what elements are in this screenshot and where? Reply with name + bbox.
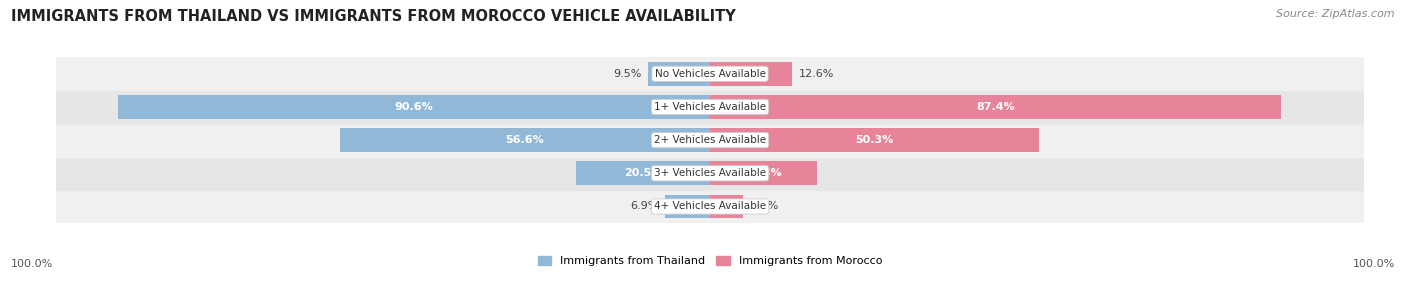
Text: 20.5%: 20.5% [624,168,662,178]
Text: 5.1%: 5.1% [749,202,778,211]
Bar [56,157,1364,190]
Bar [56,190,1364,223]
Text: No Vehicles Available: No Vehicles Available [655,69,765,79]
Text: 100.0%: 100.0% [11,259,53,269]
Bar [710,161,817,185]
Text: 6.9%: 6.9% [630,202,658,211]
Text: 56.6%: 56.6% [506,135,544,145]
Bar [710,62,793,86]
Text: 12.6%: 12.6% [799,69,834,79]
Text: 90.6%: 90.6% [395,102,433,112]
Bar [118,95,710,119]
Text: 50.3%: 50.3% [855,135,894,145]
Text: 1+ Vehicles Available: 1+ Vehicles Available [654,102,766,112]
Bar [576,161,710,185]
Bar [56,124,1364,157]
Text: 3+ Vehicles Available: 3+ Vehicles Available [654,168,766,178]
Bar [648,62,710,86]
Bar [340,128,710,152]
Legend: Immigrants from Thailand, Immigrants from Morocco: Immigrants from Thailand, Immigrants fro… [533,252,887,271]
Text: 4+ Vehicles Available: 4+ Vehicles Available [654,202,766,211]
Bar [56,90,1364,124]
Text: Source: ZipAtlas.com: Source: ZipAtlas.com [1277,9,1395,19]
Text: 100.0%: 100.0% [1353,259,1395,269]
Bar [710,95,1281,119]
Text: 16.3%: 16.3% [744,168,783,178]
Text: 87.4%: 87.4% [976,102,1015,112]
Text: 2+ Vehicles Available: 2+ Vehicles Available [654,135,766,145]
Text: IMMIGRANTS FROM THAILAND VS IMMIGRANTS FROM MOROCCO VEHICLE AVAILABILITY: IMMIGRANTS FROM THAILAND VS IMMIGRANTS F… [11,9,735,23]
Text: 9.5%: 9.5% [613,69,641,79]
Bar [56,57,1364,90]
Bar [710,128,1039,152]
Bar [710,194,744,219]
Bar [665,194,710,219]
